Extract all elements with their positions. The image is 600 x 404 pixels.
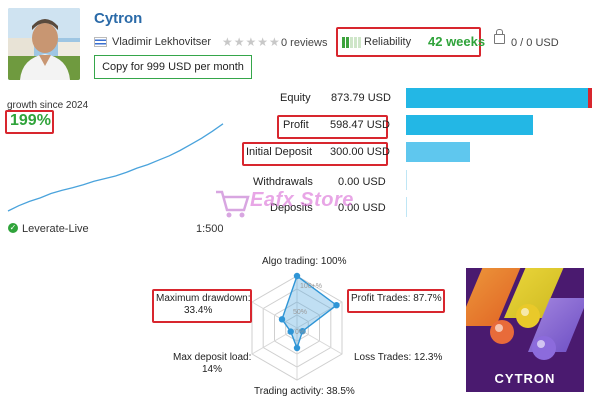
stat-label-withdrawals: Withdrawals — [253, 176, 313, 188]
stat-value-withdrawals: 0.00 USD — [338, 176, 386, 188]
radar-label-loss-trades: Loss Trades: 12.3% — [354, 352, 443, 363]
growth-value: 199% — [10, 112, 51, 129]
signal-name[interactable]: Cytron — [94, 10, 143, 27]
radar-point-5 — [278, 316, 286, 323]
copy-button[interactable]: Copy for 999 USD per month — [94, 55, 252, 79]
stat-value-equity: 873.79 USD — [331, 92, 391, 104]
initial-deposit-highlight — [242, 142, 388, 166]
stat-label-profit: Profit — [283, 119, 309, 131]
stat-value-deposits: 0.00 USD — [338, 202, 386, 214]
flag-icon — [94, 37, 107, 48]
initial-deposit-bar — [406, 142, 470, 162]
radar-label-max-load: Max deposit load: — [173, 352, 252, 363]
logo-text: CYTRON — [494, 371, 556, 386]
profit-trades-highlight — [347, 289, 445, 313]
leverage-value: 1:500 — [196, 223, 224, 235]
radar-axis-5 — [251, 301, 298, 329]
radar-point-3 — [293, 344, 301, 352]
reviews-count[interactable]: 0 reviews — [281, 37, 328, 49]
radar-value-max-load: 14% — [202, 364, 223, 375]
radar-point-1 — [333, 302, 340, 309]
withdrawals-bar — [406, 170, 407, 190]
radar-value-drawdown: 33.4% — [184, 305, 213, 316]
avatar[interactable] — [8, 8, 80, 80]
radar-point-2 — [299, 328, 306, 335]
check-shield-icon: ✓ — [8, 223, 18, 233]
drawdown-highlight — [152, 289, 252, 323]
lock-icon — [494, 29, 505, 44]
stat-value-profit: 598.47 USD — [330, 119, 390, 131]
broker-account[interactable]: Leverate-Live — [22, 223, 89, 235]
reliability-highlight — [336, 27, 481, 57]
stat-label-deposits: Deposits — [270, 202, 313, 214]
subscribers-value: 0 / 0 USD — [511, 37, 559, 49]
equity-bar — [406, 88, 588, 108]
radar-point-4 — [287, 328, 294, 335]
radar-label-profit-trades: Profit Trades: 87.7% — [351, 293, 442, 304]
stat-label-initial: Initial Deposit — [246, 146, 313, 158]
cart-icon — [216, 190, 250, 218]
cytron-logo: CYTRON — [466, 268, 584, 392]
radar-point-0 — [293, 272, 301, 280]
watermark-text: Eafx Store — [250, 189, 354, 211]
stat-value-initial: 300.00 USD — [330, 146, 390, 158]
growth-chart — [7, 123, 224, 212]
reliability-label: Reliability — [364, 36, 412, 48]
reliability-weeks: 42 weeks — [428, 34, 486, 49]
equity-bar-tip — [588, 88, 592, 108]
radar-scale-ring_100: 100+% — [300, 283, 322, 290]
radar-scale-ring_0: 0% — [295, 329, 305, 336]
radar-label-drawdown: Maximum drawdown: — [156, 293, 251, 304]
radar-label-activity: Trading activity: 38.5% — [254, 386, 355, 397]
radar-scale-ring_50: 50% — [293, 309, 307, 316]
author-name[interactable]: Vladimir Lekhovitser — [94, 36, 211, 48]
radar-label-algo: Algo trading: 100% — [262, 256, 347, 267]
growth-highlight — [5, 110, 54, 134]
reliability-bars-icon — [342, 35, 362, 53]
rating-stars-icon: ★★★★★ — [222, 35, 281, 49]
radar-chart: 100+% 50% 0% — [251, 272, 343, 381]
growth-label: growth since 2024 — [7, 100, 89, 111]
deposits-bar — [406, 197, 407, 217]
profit-highlight — [277, 115, 388, 139]
growth-line — [7, 123, 224, 212]
author-label: Vladimir Lekhovitser — [112, 36, 212, 48]
profit-bar — [406, 115, 533, 135]
stat-label-equity: Equity — [280, 92, 311, 104]
